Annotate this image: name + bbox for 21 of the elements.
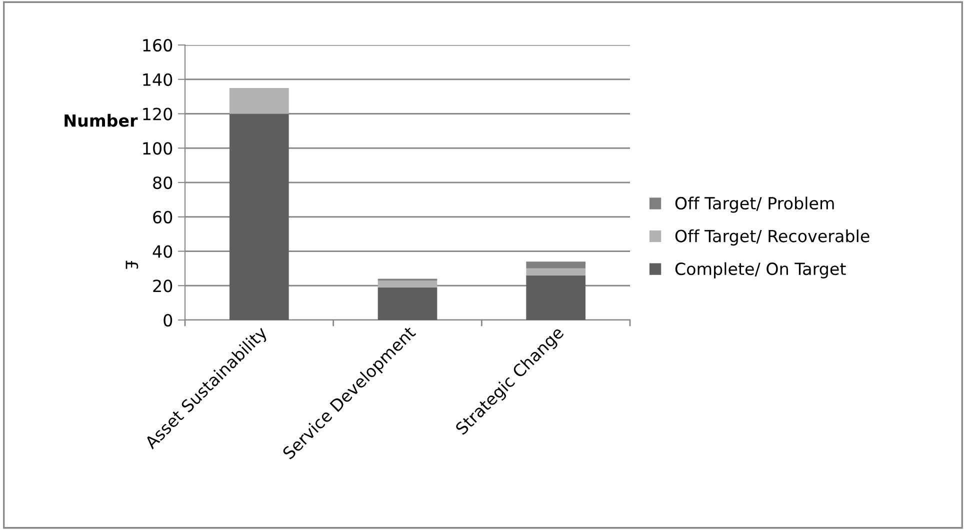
- bar: [230, 114, 289, 320]
- bar: [378, 280, 438, 288]
- y-axis-title: Number: [64, 114, 138, 127]
- y-tick-label: 160: [143, 38, 172, 52]
- legend-label: Off Target/ Problem: [675, 196, 834, 213]
- bar: [526, 262, 586, 268]
- y-tick-label: 20: [153, 280, 172, 292]
- y-tick-label: 120: [143, 108, 172, 120]
- text: £: [126, 260, 138, 269]
- bar: [230, 88, 289, 114]
- bar: [378, 287, 438, 320]
- y-tick-label: 0: [164, 314, 172, 327]
- legend-label: Off Target/ Recoverable: [675, 229, 870, 246]
- y-tick-label: 100: [143, 142, 172, 155]
- y-tick-label: 60: [153, 210, 172, 224]
- legend-label: Complete/ On Target: [675, 262, 846, 278]
- y-tick-label: 140: [143, 73, 172, 86]
- bar: [526, 275, 586, 320]
- y-tick-label: 80: [153, 176, 172, 190]
- bar: [526, 268, 586, 276]
- y-tick-label: 40: [152, 245, 172, 258]
